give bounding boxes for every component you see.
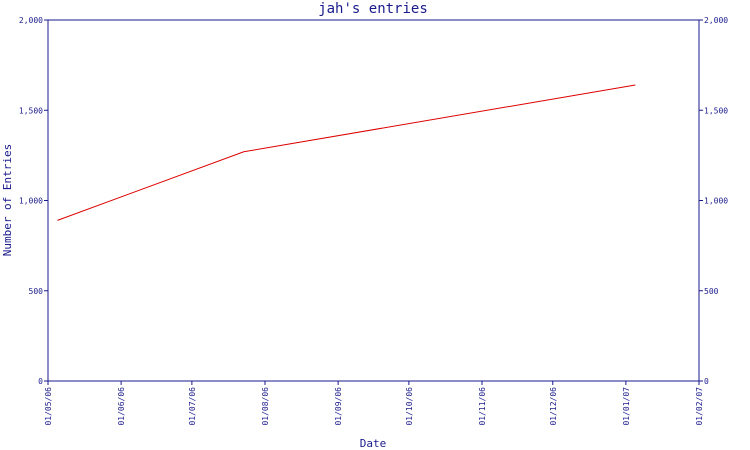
- x-tick-label: 01/01/07: [622, 387, 631, 426]
- x-tick-label: 01/10/06: [405, 387, 414, 426]
- y-axis-left: 0 500 1,000 1,500 2,000: [19, 16, 48, 386]
- y-tick-label-right: 500: [704, 287, 719, 296]
- y-tick-label-right: 1,500: [704, 106, 728, 115]
- y-tick-label-left: 0: [38, 377, 43, 386]
- y-tick-label-left: 1,500: [19, 106, 43, 115]
- x-tick-label: 01/05/06: [44, 387, 53, 426]
- x-tick-label: 01/07/06: [188, 387, 197, 426]
- chart-title: jah's entries: [318, 1, 428, 17]
- y-tick-label-right: 0: [704, 377, 709, 386]
- x-tick-label: 01/12/06: [549, 387, 558, 426]
- x-tick-label: 01/11/06: [478, 387, 487, 426]
- y-axis-right: 0 500 1,000 1,500 2,000: [699, 16, 728, 386]
- x-tick-label: 01/09/06: [334, 387, 343, 426]
- series-layer: [57, 84, 636, 221]
- y-tick-label-left: 500: [29, 287, 44, 296]
- y-tick-label-left: 2,000: [19, 16, 43, 25]
- y-tick-label-right: 2,000: [704, 16, 728, 25]
- y-tick-label-right: 1,000: [704, 197, 728, 206]
- x-tick-label: 01/06/06: [117, 387, 126, 426]
- series-line: [57, 84, 636, 221]
- y-axis-title: Number of Entries: [1, 144, 14, 257]
- x-axis-title: Date: [360, 437, 387, 450]
- x-axis: 01/05/06 01/06/06 01/07/06 01/08/06 01/09/06…: [44, 381, 704, 426]
- plot-area: [47, 19, 700, 382]
- y-tick-label-left: 1,000: [19, 197, 43, 206]
- x-tick-label: 01/02/07: [695, 387, 704, 426]
- x-tick-label: 01/08/06: [261, 387, 270, 426]
